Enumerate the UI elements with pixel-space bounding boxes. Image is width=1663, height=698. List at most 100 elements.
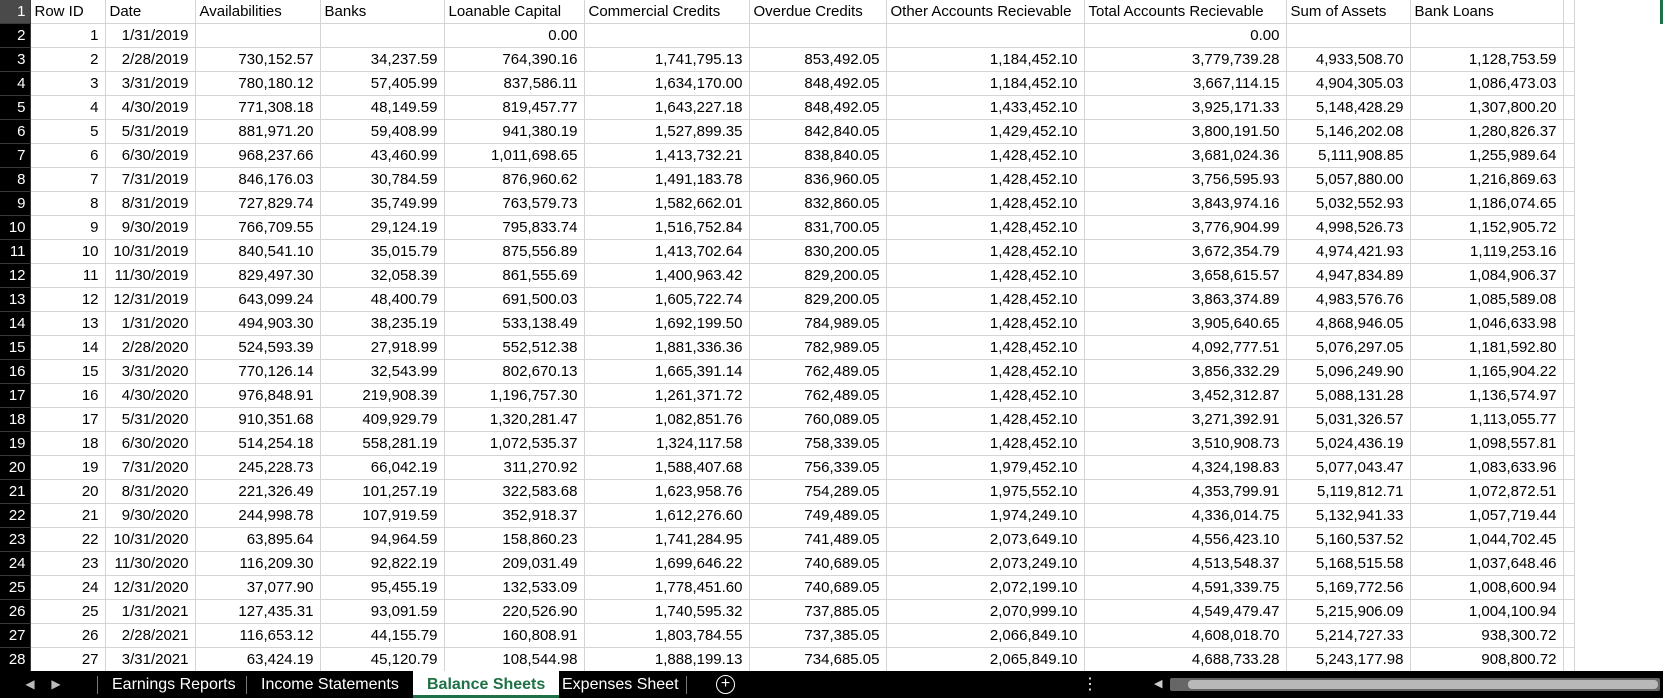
- table-cell[interactable]: 3,452,312.87: [1084, 383, 1287, 408]
- table-cell[interactable]: 941,380.19: [444, 119, 585, 144]
- table-cell[interactable]: 132,533.09: [444, 575, 585, 600]
- table-cell[interactable]: 1,428,452.10: [886, 167, 1085, 192]
- table-cell[interactable]: [886, 23, 1085, 48]
- table-cell[interactable]: 101,257.19: [320, 479, 445, 504]
- empty-cell[interactable]: [1563, 647, 1575, 672]
- table-cell[interactable]: 1,082,851.76: [584, 407, 750, 432]
- row-number[interactable]: 23: [0, 527, 31, 552]
- table-cell[interactable]: 5,031,326.57: [1286, 407, 1411, 432]
- table-cell[interactable]: 762,489.05: [749, 359, 887, 384]
- column-header[interactable]: Sum of Assets: [1286, 0, 1411, 24]
- table-cell[interactable]: 754,289.05: [749, 479, 887, 504]
- table-cell[interactable]: 1/31/2019: [105, 23, 196, 48]
- empty-cell[interactable]: [1563, 143, 1575, 168]
- table-cell[interactable]: 1,037,648.46: [1410, 551, 1564, 576]
- table-cell[interactable]: 908,800.72: [1410, 647, 1564, 672]
- table-cell[interactable]: 409,929.79: [320, 407, 445, 432]
- table-cell[interactable]: 8/31/2019: [105, 191, 196, 216]
- table-cell[interactable]: 1,623,958.76: [584, 479, 750, 504]
- table-cell[interactable]: 19: [30, 455, 106, 480]
- table-cell[interactable]: [584, 23, 750, 48]
- table-cell[interactable]: 209,031.49: [444, 551, 585, 576]
- table-cell[interactable]: 1,741,284.95: [584, 527, 750, 552]
- row-number[interactable]: 12: [0, 263, 31, 288]
- table-cell[interactable]: 1,181,592.80: [1410, 335, 1564, 360]
- table-cell[interactable]: 643,099.24: [195, 287, 321, 312]
- table-cell[interactable]: 7/31/2020: [105, 455, 196, 480]
- table-cell[interactable]: 3: [30, 71, 106, 96]
- table-cell[interactable]: 533,138.49: [444, 311, 585, 336]
- table-cell[interactable]: 9: [30, 215, 106, 240]
- scroll-left-arrow[interactable]: ◀: [1154, 678, 1163, 690]
- table-cell[interactable]: [1410, 23, 1564, 48]
- table-cell[interactable]: 1,128,753.59: [1410, 47, 1564, 72]
- table-cell[interactable]: 4,353,799.91: [1084, 479, 1287, 504]
- table-cell[interactable]: 37,077.90: [195, 575, 321, 600]
- empty-cell[interactable]: [1563, 335, 1575, 360]
- table-cell[interactable]: 219,908.39: [320, 383, 445, 408]
- table-cell[interactable]: 66,042.19: [320, 455, 445, 480]
- table-cell[interactable]: 2,070,999.10: [886, 599, 1085, 624]
- table-cell[interactable]: 832,860.05: [749, 191, 887, 216]
- table-cell[interactable]: 4,608,018.70: [1084, 623, 1287, 648]
- table-cell[interactable]: 5,076,297.05: [1286, 335, 1411, 360]
- column-header[interactable]: Other Accounts Recievable: [886, 0, 1085, 24]
- row-number[interactable]: 25: [0, 575, 31, 600]
- table-cell[interactable]: [1286, 23, 1411, 48]
- table-cell[interactable]: 2/28/2021: [105, 623, 196, 648]
- table-cell[interactable]: 3,510,908.73: [1084, 431, 1287, 456]
- table-cell[interactable]: 5/31/2020: [105, 407, 196, 432]
- table-cell[interactable]: 6/30/2020: [105, 431, 196, 456]
- table-cell[interactable]: [195, 23, 321, 48]
- table-cell[interactable]: 6: [30, 143, 106, 168]
- table-cell[interactable]: 5,032,552.93: [1286, 191, 1411, 216]
- table-cell[interactable]: 5,096,249.90: [1286, 359, 1411, 384]
- row-number[interactable]: 16: [0, 359, 31, 384]
- table-cell[interactable]: 0.00: [1084, 23, 1287, 48]
- table-cell[interactable]: 1,605,722.74: [584, 287, 750, 312]
- row-number[interactable]: 1: [0, 0, 31, 24]
- table-cell[interactable]: 1,186,074.65: [1410, 191, 1564, 216]
- table-cell[interactable]: 63,895.64: [195, 527, 321, 552]
- table-cell[interactable]: 727,829.74: [195, 191, 321, 216]
- table-cell[interactable]: 1,046,633.98: [1410, 311, 1564, 336]
- table-cell[interactable]: 11/30/2019: [105, 263, 196, 288]
- table-cell[interactable]: 5,148,428.29: [1286, 95, 1411, 120]
- table-cell[interactable]: 35,749.99: [320, 191, 445, 216]
- row-number[interactable]: 10: [0, 215, 31, 240]
- table-cell[interactable]: 552,512.38: [444, 335, 585, 360]
- table-cell[interactable]: 5: [30, 119, 106, 144]
- row-number[interactable]: 4: [0, 71, 31, 96]
- table-cell[interactable]: 795,833.74: [444, 215, 585, 240]
- column-header[interactable]: Row ID: [30, 0, 106, 24]
- empty-cell[interactable]: [1563, 167, 1575, 192]
- table-cell[interactable]: 63,424.19: [195, 647, 321, 672]
- table-cell[interactable]: 758,339.05: [749, 431, 887, 456]
- table-cell[interactable]: 4,324,198.83: [1084, 455, 1287, 480]
- empty-cell[interactable]: [1563, 0, 1575, 24]
- column-header[interactable]: Bank Loans: [1410, 0, 1564, 24]
- table-cell[interactable]: 875,556.89: [444, 239, 585, 264]
- table-cell[interactable]: 1,136,574.97: [1410, 383, 1564, 408]
- table-cell[interactable]: 842,840.05: [749, 119, 887, 144]
- table-cell[interactable]: 838,840.05: [749, 143, 887, 168]
- plus-circle-icon[interactable]: +: [716, 675, 735, 694]
- table-cell[interactable]: 1,428,452.10: [886, 287, 1085, 312]
- table-cell[interactable]: 48,149.59: [320, 95, 445, 120]
- table-cell[interactable]: 1,665,391.14: [584, 359, 750, 384]
- row-number[interactable]: 9: [0, 191, 31, 216]
- table-cell[interactable]: 1,634,170.00: [584, 71, 750, 96]
- table-cell[interactable]: 1,119,253.16: [1410, 239, 1564, 264]
- horizontal-scrollbar-thumb[interactable]: [1188, 680, 1658, 689]
- table-cell[interactable]: 831,700.05: [749, 215, 887, 240]
- table-cell[interactable]: 10: [30, 239, 106, 264]
- table-cell[interactable]: 3,779,739.28: [1084, 47, 1287, 72]
- empty-cell[interactable]: [1563, 407, 1575, 432]
- table-cell[interactable]: 1,413,702.64: [584, 239, 750, 264]
- table-cell[interactable]: 1,741,795.13: [584, 47, 750, 72]
- table-cell[interactable]: 1,400,963.42: [584, 263, 750, 288]
- row-number[interactable]: 7: [0, 143, 31, 168]
- empty-cell[interactable]: [1563, 263, 1575, 288]
- table-cell[interactable]: 1,428,452.10: [886, 431, 1085, 456]
- table-cell[interactable]: 3,905,640.65: [1084, 311, 1287, 336]
